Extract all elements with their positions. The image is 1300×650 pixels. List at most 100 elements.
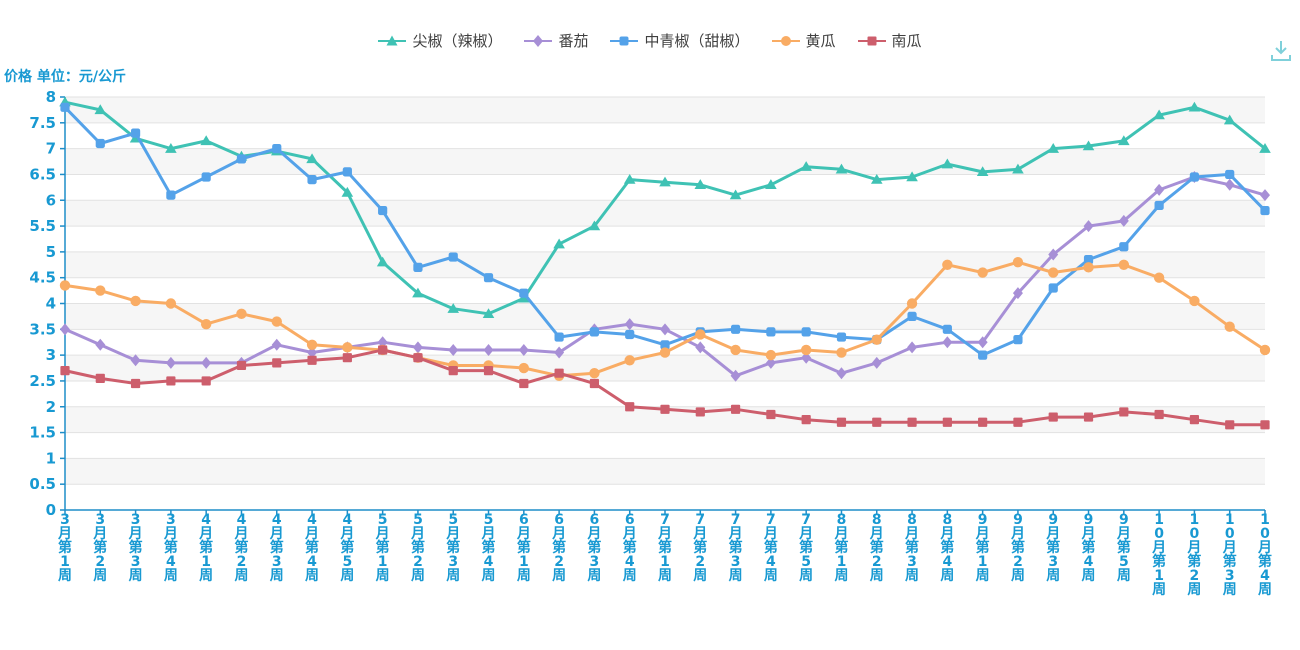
x-tick-label: 3 月第 4 周	[163, 512, 178, 584]
split-band	[65, 226, 1265, 252]
legend-item-4[interactable]: 南瓜	[857, 30, 922, 51]
data-point	[1083, 255, 1094, 265]
legend-item-0[interactable]: 尖椒（辣椒）	[378, 30, 502, 51]
data-point	[1260, 189, 1270, 202]
data-point	[378, 345, 388, 355]
data-point	[589, 367, 600, 379]
data-point	[448, 252, 458, 262]
data-point	[1118, 135, 1130, 146]
data-point	[447, 303, 460, 313]
data-point	[1154, 200, 1164, 211]
x-tick-label: 1 0 月第 3 周	[1222, 512, 1237, 598]
x-tick-label: 7 月第 4 周	[763, 512, 778, 584]
data-point	[1189, 415, 1200, 425]
split-band	[65, 380, 1265, 407]
data-point	[306, 153, 318, 164]
data-point	[1012, 163, 1024, 174]
data-point	[201, 172, 211, 182]
split-band	[65, 251, 1265, 278]
data-point	[836, 417, 847, 427]
data-point	[1189, 295, 1200, 307]
data-point	[836, 347, 847, 358]
split-band	[65, 458, 1265, 485]
diamond-legend-marker	[524, 34, 553, 47]
data-point	[1119, 242, 1129, 252]
data-point	[907, 311, 917, 322]
data-point	[765, 179, 777, 189]
x-tick-label: 9 月第 1 周	[975, 512, 990, 584]
data-point	[1012, 257, 1024, 268]
data-point	[95, 285, 106, 296]
data-point	[659, 176, 671, 187]
data-point	[519, 288, 529, 298]
x-tick-label: 4 月第 2 周	[233, 512, 248, 584]
data-point	[976, 166, 989, 177]
legend-item-1[interactable]: 番茄	[524, 30, 588, 51]
data-point	[1082, 140, 1095, 151]
data-point	[448, 366, 458, 376]
legend-item-2[interactable]: 中青椒（甜椒）	[610, 30, 750, 51]
data-point	[200, 318, 212, 330]
data-point	[95, 373, 105, 383]
data-point	[307, 346, 318, 359]
data-point	[801, 327, 811, 337]
x-tick-label: 4 月第 4 周	[304, 512, 319, 584]
save-as-image-icon[interactable]	[1268, 38, 1294, 64]
data-point	[942, 336, 953, 349]
data-point	[483, 366, 494, 376]
data-point	[906, 298, 918, 309]
y-tick-label: 6.5	[29, 165, 56, 183]
split-band	[65, 277, 1265, 304]
x-tick-label: 4 月第 5 周	[339, 512, 354, 584]
data-point	[236, 360, 247, 371]
x-tick-label: 5 月第 3 周	[445, 512, 460, 584]
x-tick-label: 7 月第 3 周	[728, 512, 743, 584]
data-point	[907, 341, 918, 354]
y-tick-label: 3.5	[29, 320, 56, 338]
data-point	[766, 327, 776, 337]
data-point	[871, 334, 882, 345]
data-point	[165, 298, 177, 309]
data-point	[729, 189, 742, 200]
data-point	[60, 323, 70, 336]
x-tick-label: 8 月第 1 周	[833, 512, 848, 584]
data-point	[801, 351, 812, 364]
x-tick-label: 8 月第 3 周	[904, 512, 919, 584]
data-point	[1224, 321, 1235, 332]
data-point	[625, 329, 635, 340]
data-point	[1083, 412, 1094, 422]
data-point	[870, 174, 883, 184]
data-point	[1048, 283, 1058, 293]
data-point	[624, 318, 635, 331]
data-point	[836, 367, 847, 380]
data-point	[1118, 214, 1129, 227]
data-point	[872, 417, 882, 427]
y-tick-label: 2	[46, 398, 56, 416]
data-point	[766, 409, 776, 420]
data-point	[694, 179, 707, 189]
data-point	[1119, 407, 1129, 417]
data-point	[730, 324, 741, 334]
data-point	[801, 415, 811, 425]
x-tick-label: 3 月第 2 周	[92, 512, 107, 584]
data-point	[978, 417, 988, 427]
data-point	[660, 323, 670, 336]
data-point	[1223, 114, 1236, 125]
legend-item-3[interactable]: 黄瓜	[771, 30, 836, 51]
data-point	[166, 190, 176, 200]
y-axis-title: 价格 单位：元/公斤	[4, 69, 126, 85]
y-tick-label: 1.5	[29, 424, 56, 442]
x-tick-label: 1 0 月第 1 周	[1151, 512, 1166, 598]
data-point	[977, 336, 988, 349]
data-point	[1225, 420, 1235, 430]
circle-legend-marker	[771, 35, 800, 46]
data-point	[94, 104, 107, 115]
x-tick-label: 9 月第 4 周	[1081, 512, 1096, 584]
data-point	[130, 295, 141, 307]
y-tick-label: 8	[46, 88, 56, 106]
split-band	[65, 355, 1265, 381]
data-point	[95, 338, 106, 351]
legend-label: 番茄	[558, 32, 589, 50]
data-point	[730, 369, 741, 382]
x-tick-label: 5 月第 4 周	[481, 512, 496, 584]
